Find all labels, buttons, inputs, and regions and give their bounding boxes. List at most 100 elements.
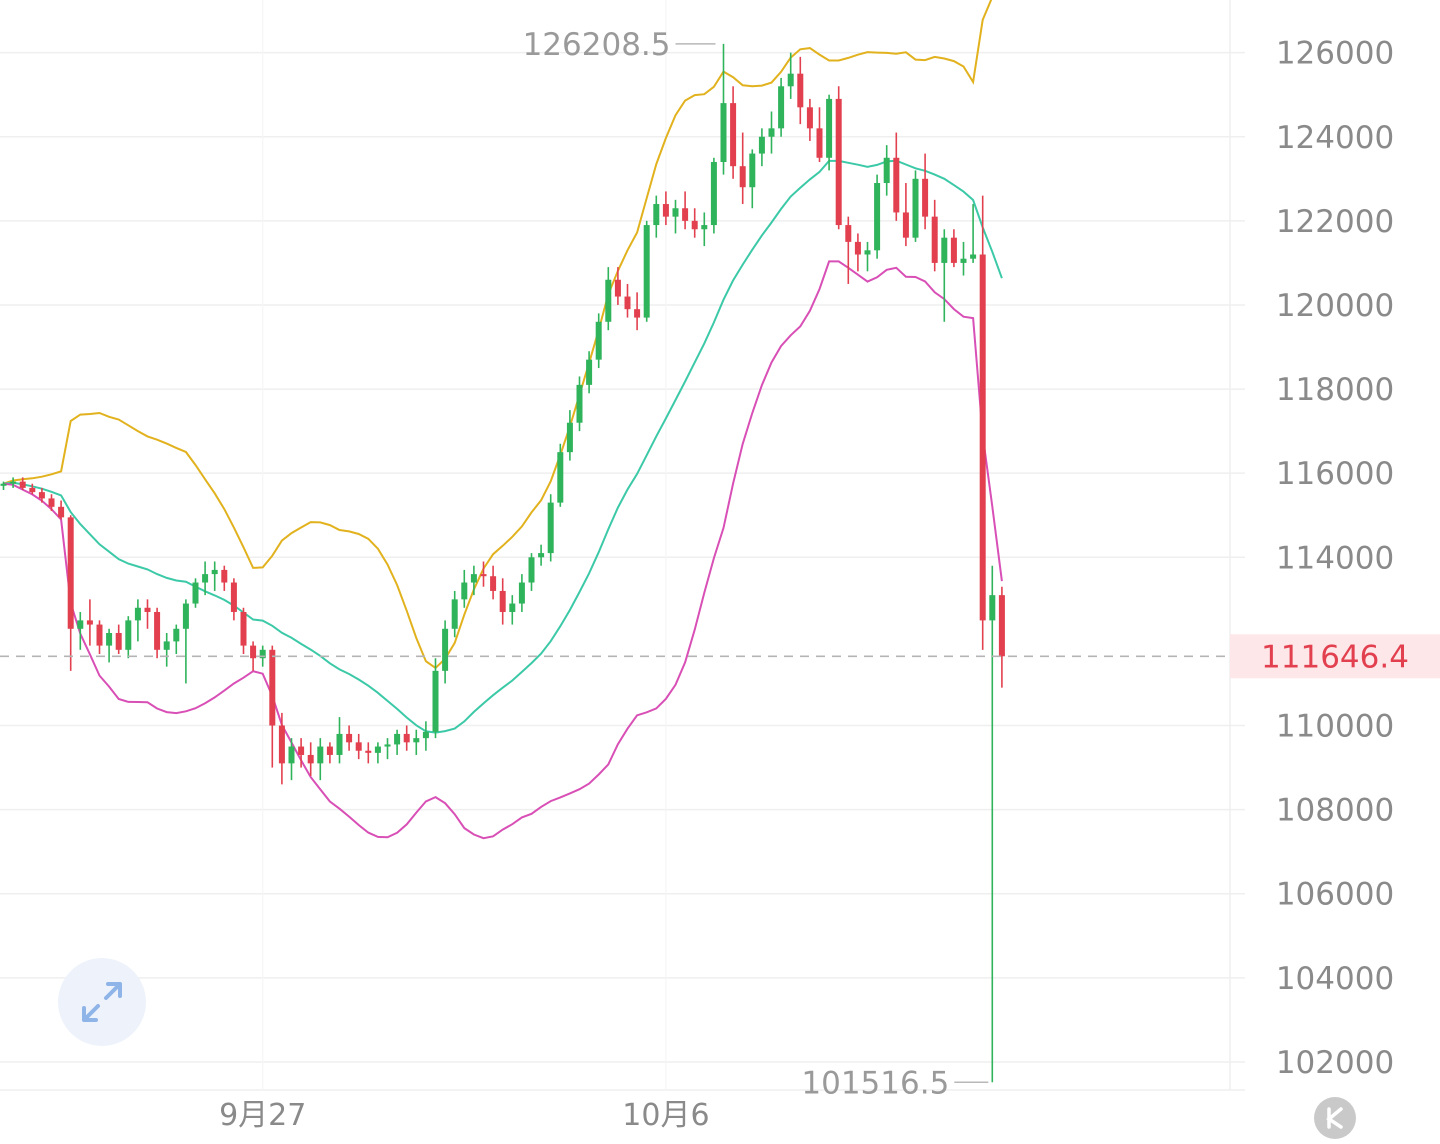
candle-body [835, 98, 842, 226]
candle-body [38, 492, 45, 499]
k-logo-button[interactable] [1314, 1097, 1356, 1139]
candle-body [720, 103, 727, 162]
candle-down [115, 624, 122, 655]
candle-up [595, 313, 602, 369]
candle-down [682, 191, 689, 230]
candle-down [144, 599, 151, 629]
candle-up [710, 157, 717, 234]
candle-body [317, 746, 324, 764]
candle-down [269, 645, 276, 768]
candle-down [278, 712, 285, 785]
candle-down [58, 500, 65, 520]
candle-up [547, 494, 554, 562]
candle-up [442, 620, 449, 684]
candle-body [902, 212, 909, 238]
candle-body [662, 204, 669, 217]
candle-up [413, 729, 420, 755]
candle-up [211, 561, 218, 591]
candle-up [509, 595, 516, 625]
candle-down [96, 620, 103, 655]
y-tick-label: 126000 [1276, 36, 1394, 72]
price-tag-background [1230, 634, 1440, 679]
y-tick-label: 118000 [1276, 372, 1394, 408]
x-tick-label: 9月27 [219, 1098, 306, 1133]
candle-up [134, 599, 141, 642]
candle-up [192, 578, 199, 608]
candle-body [979, 254, 986, 621]
candle-up [557, 443, 564, 507]
candle-body [787, 73, 794, 87]
candle-up [749, 149, 756, 209]
candle-body [518, 582, 525, 604]
low-marker: 101516.5 [801, 1065, 989, 1101]
candle-down [230, 578, 237, 621]
candle-body [576, 384, 583, 423]
candle-body [269, 649, 276, 726]
candle-down [931, 199, 938, 272]
y-tick-label: 116000 [1276, 456, 1394, 492]
candle-down [250, 641, 257, 671]
candle-down [739, 132, 746, 205]
candle-body [96, 624, 103, 646]
candle-body [893, 157, 900, 213]
expand-button[interactable] [58, 958, 146, 1046]
candle-body [682, 208, 689, 221]
candle-down [499, 578, 506, 625]
candle-up [336, 717, 343, 764]
expand-icon [82, 982, 122, 1022]
candle-body [451, 599, 458, 629]
candle-up [643, 220, 650, 322]
candle-body [230, 582, 237, 612]
candle-body [864, 250, 871, 255]
candle-down [154, 607, 161, 659]
candle-body [326, 746, 333, 755]
candle-body [394, 733, 401, 745]
candle-up [960, 241, 967, 276]
candle-up [202, 561, 209, 596]
candle-up [941, 229, 948, 322]
candle-body [432, 670, 439, 732]
candle-down [326, 742, 333, 764]
candle-up [883, 145, 890, 196]
candle-down [355, 733, 362, 760]
candle-down [346, 725, 353, 751]
y-tick-label: 106000 [1276, 877, 1394, 913]
candle-body [221, 569, 228, 583]
candle-up [576, 376, 583, 432]
x-axis: 9月27 10月6 [219, 1098, 709, 1133]
candle-down [662, 191, 669, 226]
y-tick-label: 108000 [1276, 793, 1394, 829]
candle-down [221, 565, 228, 591]
candle-down [365, 742, 372, 764]
candle-up [106, 628, 113, 663]
candle-body [298, 746, 305, 755]
candle-body [442, 628, 449, 671]
candle-up [672, 199, 679, 234]
candle-body [730, 103, 737, 167]
candle-down [979, 195, 986, 650]
candle-body [403, 733, 410, 743]
candle-body [826, 98, 833, 158]
candle-body [10, 481, 17, 484]
k-logo-icon [1326, 1107, 1343, 1129]
candle-down [902, 183, 909, 247]
candle-body [739, 166, 746, 188]
candle-body [307, 754, 314, 764]
candle-up [605, 267, 612, 331]
candle-up [720, 43, 727, 175]
candle-body [970, 254, 977, 259]
candle-up [768, 111, 775, 154]
candle-up [518, 574, 525, 612]
candle-body [19, 481, 26, 488]
candle-body [547, 502, 554, 554]
candle-body [806, 107, 813, 129]
candle-body [202, 574, 209, 583]
candle-up [422, 721, 429, 751]
candle-body [816, 128, 823, 158]
y-tick-label: 120000 [1276, 288, 1394, 324]
candle-body [0, 483, 7, 486]
candle-down [403, 725, 410, 751]
expand-button-background [58, 958, 146, 1046]
candle-up [163, 632, 170, 667]
